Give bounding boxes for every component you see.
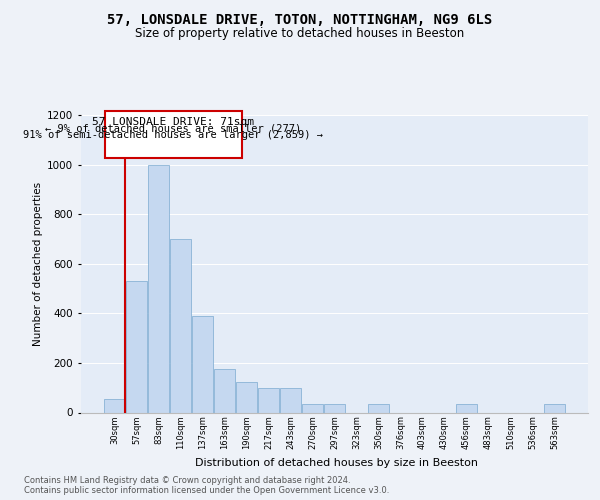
Bar <box>170 239 191 412</box>
Text: 57 LONSDALE DRIVE: 71sqm: 57 LONSDALE DRIVE: 71sqm <box>92 116 254 126</box>
Text: Contains HM Land Registry data © Crown copyright and database right 2024.: Contains HM Land Registry data © Crown c… <box>24 476 350 485</box>
Bar <box>456 404 477 412</box>
Text: ← 9% of detached houses are smaller (277): ← 9% of detached houses are smaller (277… <box>45 124 301 134</box>
Bar <box>368 404 389 412</box>
Bar <box>192 316 213 412</box>
Text: 91% of semi-detached houses are larger (2,859) →: 91% of semi-detached houses are larger (… <box>23 130 323 140</box>
Text: 57, LONSDALE DRIVE, TOTON, NOTTINGHAM, NG9 6LS: 57, LONSDALE DRIVE, TOTON, NOTTINGHAM, N… <box>107 12 493 26</box>
Bar <box>324 404 345 412</box>
Bar <box>280 388 301 412</box>
Bar <box>302 404 323 412</box>
Text: Distribution of detached houses by size in Beeston: Distribution of detached houses by size … <box>194 458 478 468</box>
Y-axis label: Number of detached properties: Number of detached properties <box>33 182 43 346</box>
Bar <box>236 382 257 412</box>
Bar <box>104 399 125 412</box>
Bar <box>104 112 242 158</box>
Text: Contains public sector information licensed under the Open Government Licence v3: Contains public sector information licen… <box>24 486 389 495</box>
Bar <box>544 404 565 412</box>
Bar <box>126 281 147 412</box>
Bar <box>258 388 279 412</box>
Bar <box>148 164 169 412</box>
Bar <box>214 369 235 412</box>
Text: Size of property relative to detached houses in Beeston: Size of property relative to detached ho… <box>136 28 464 40</box>
